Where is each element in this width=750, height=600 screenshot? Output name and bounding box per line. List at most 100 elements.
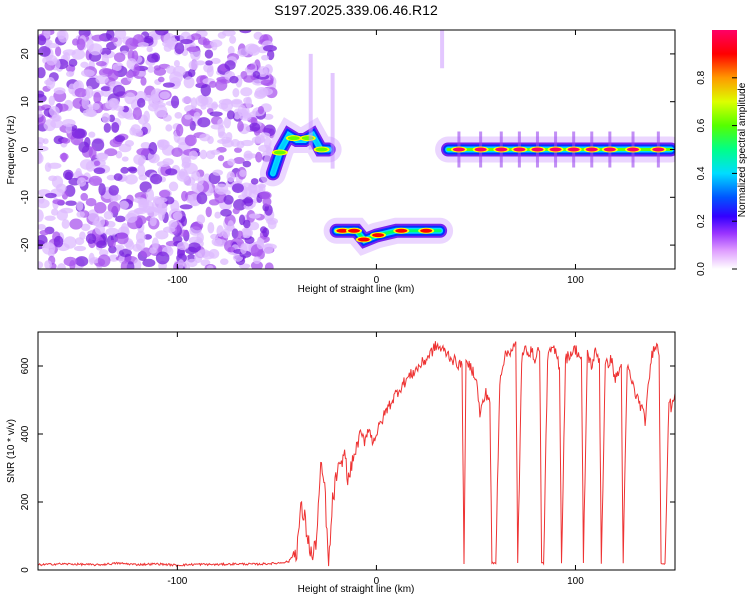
noise-blob bbox=[206, 103, 219, 109]
noise-blob bbox=[73, 245, 87, 252]
noise-blob bbox=[113, 173, 123, 181]
noise-blob bbox=[53, 87, 66, 95]
noise-blob bbox=[152, 195, 162, 204]
noise-blob bbox=[135, 230, 146, 244]
noise-blob bbox=[38, 209, 44, 223]
noise-blob bbox=[65, 122, 72, 134]
noise-blob bbox=[98, 249, 109, 257]
noise-blob bbox=[99, 47, 112, 56]
noise-blob bbox=[239, 112, 252, 121]
noise-blob bbox=[162, 82, 175, 88]
snr-content bbox=[38, 341, 675, 567]
noise-blob bbox=[104, 148, 118, 157]
noise-blob bbox=[158, 189, 171, 198]
noise-blob bbox=[54, 46, 62, 57]
noise-blob bbox=[193, 111, 201, 119]
colorbar-tick-label: 0.6 bbox=[696, 118, 707, 132]
noise-blob bbox=[108, 185, 119, 196]
noise-blob bbox=[177, 259, 185, 269]
noise-blob bbox=[227, 45, 235, 56]
noise-blob bbox=[115, 215, 126, 223]
low-band-knot-core bbox=[336, 228, 349, 233]
noise-blob bbox=[60, 152, 68, 163]
low-band-knot-core bbox=[348, 228, 361, 233]
noise-blob bbox=[107, 69, 119, 81]
noise-blob bbox=[65, 70, 74, 77]
noise-blob bbox=[146, 46, 153, 53]
noise-blob bbox=[234, 147, 242, 153]
zero-band-knot-core bbox=[652, 147, 665, 152]
noise-blob bbox=[162, 114, 172, 122]
zero-band-knot-core bbox=[585, 147, 598, 152]
noise-blob bbox=[39, 229, 50, 236]
noise-blob bbox=[257, 105, 265, 115]
noise-blob bbox=[259, 226, 267, 234]
colorbar-tick-label: 0.8 bbox=[696, 70, 707, 84]
noise-blob bbox=[143, 110, 150, 123]
noise-blob bbox=[38, 151, 43, 164]
snr-panel: -100 0 100 0 200 400 600 Height of straight li… bbox=[6, 331, 676, 595]
noise-blob bbox=[239, 169, 247, 177]
noise-blob bbox=[145, 188, 155, 202]
noise-blob bbox=[209, 80, 217, 88]
zero-band-knot-core bbox=[567, 147, 580, 152]
noise-blob bbox=[218, 131, 227, 139]
noise-blob bbox=[222, 139, 235, 148]
snr-ytick-label: 200 bbox=[20, 493, 31, 510]
noise-blob bbox=[120, 166, 129, 174]
noise-blob bbox=[146, 53, 159, 63]
noise-blob bbox=[114, 135, 126, 143]
noise-blob bbox=[206, 66, 214, 78]
noise-blob bbox=[88, 131, 96, 138]
low-band-knot-core bbox=[372, 233, 385, 238]
noise-blob bbox=[214, 211, 222, 219]
noise-blob bbox=[80, 223, 91, 231]
noise-blob bbox=[242, 228, 252, 239]
noise-blob bbox=[88, 146, 97, 160]
spectrogram-xlabel: Height of straight line (km) bbox=[298, 284, 415, 295]
noise-blob bbox=[63, 256, 77, 267]
noise-blob bbox=[205, 206, 212, 218]
noise-blob bbox=[226, 110, 235, 120]
noise-blob bbox=[46, 54, 58, 66]
noise-blob bbox=[38, 35, 47, 46]
noise-blob bbox=[232, 207, 240, 215]
noise-blob bbox=[259, 87, 273, 96]
noise-blob bbox=[240, 243, 248, 255]
noise-blob bbox=[132, 128, 144, 137]
noise-blob bbox=[255, 151, 263, 163]
noise-blob bbox=[95, 74, 109, 85]
zero-band-knot-core bbox=[627, 147, 640, 152]
noise-blob bbox=[46, 42, 59, 49]
noise-blob bbox=[149, 216, 157, 227]
noise-blob bbox=[115, 150, 123, 159]
noise-blob bbox=[98, 183, 106, 196]
spectrogram-xtick-label: 0 bbox=[374, 275, 380, 286]
noise-blob bbox=[250, 260, 263, 269]
spectrogram-ytick-label: 0 bbox=[20, 146, 31, 152]
noise-blob bbox=[63, 236, 77, 249]
noise-blob bbox=[249, 221, 260, 231]
noise-blob bbox=[247, 44, 261, 56]
noise-blob bbox=[138, 174, 148, 181]
noise-blob bbox=[124, 174, 138, 185]
noise-blob bbox=[174, 42, 185, 55]
snr-xtick-label: -100 bbox=[167, 576, 187, 587]
noise-blob bbox=[260, 79, 274, 86]
noise-blob bbox=[85, 85, 94, 99]
noise-blob bbox=[113, 52, 126, 63]
noise-blob bbox=[201, 96, 213, 105]
spectrogram-ylabel: Frequency (Hz) bbox=[6, 116, 17, 185]
noise-blob bbox=[206, 265, 214, 269]
noise-blob bbox=[124, 92, 136, 105]
colorbar-tick-label: 0.2 bbox=[696, 214, 707, 228]
noise-blob bbox=[69, 218, 83, 230]
noise-blob bbox=[210, 57, 221, 65]
noise-blob bbox=[151, 237, 159, 251]
noise-blob bbox=[209, 111, 223, 117]
zero-band-knot-core bbox=[513, 147, 526, 152]
noise-blob bbox=[140, 142, 151, 149]
noise-blob bbox=[38, 145, 49, 152]
noise-blob bbox=[80, 69, 95, 78]
snr-ytick-label: 600 bbox=[20, 357, 31, 374]
